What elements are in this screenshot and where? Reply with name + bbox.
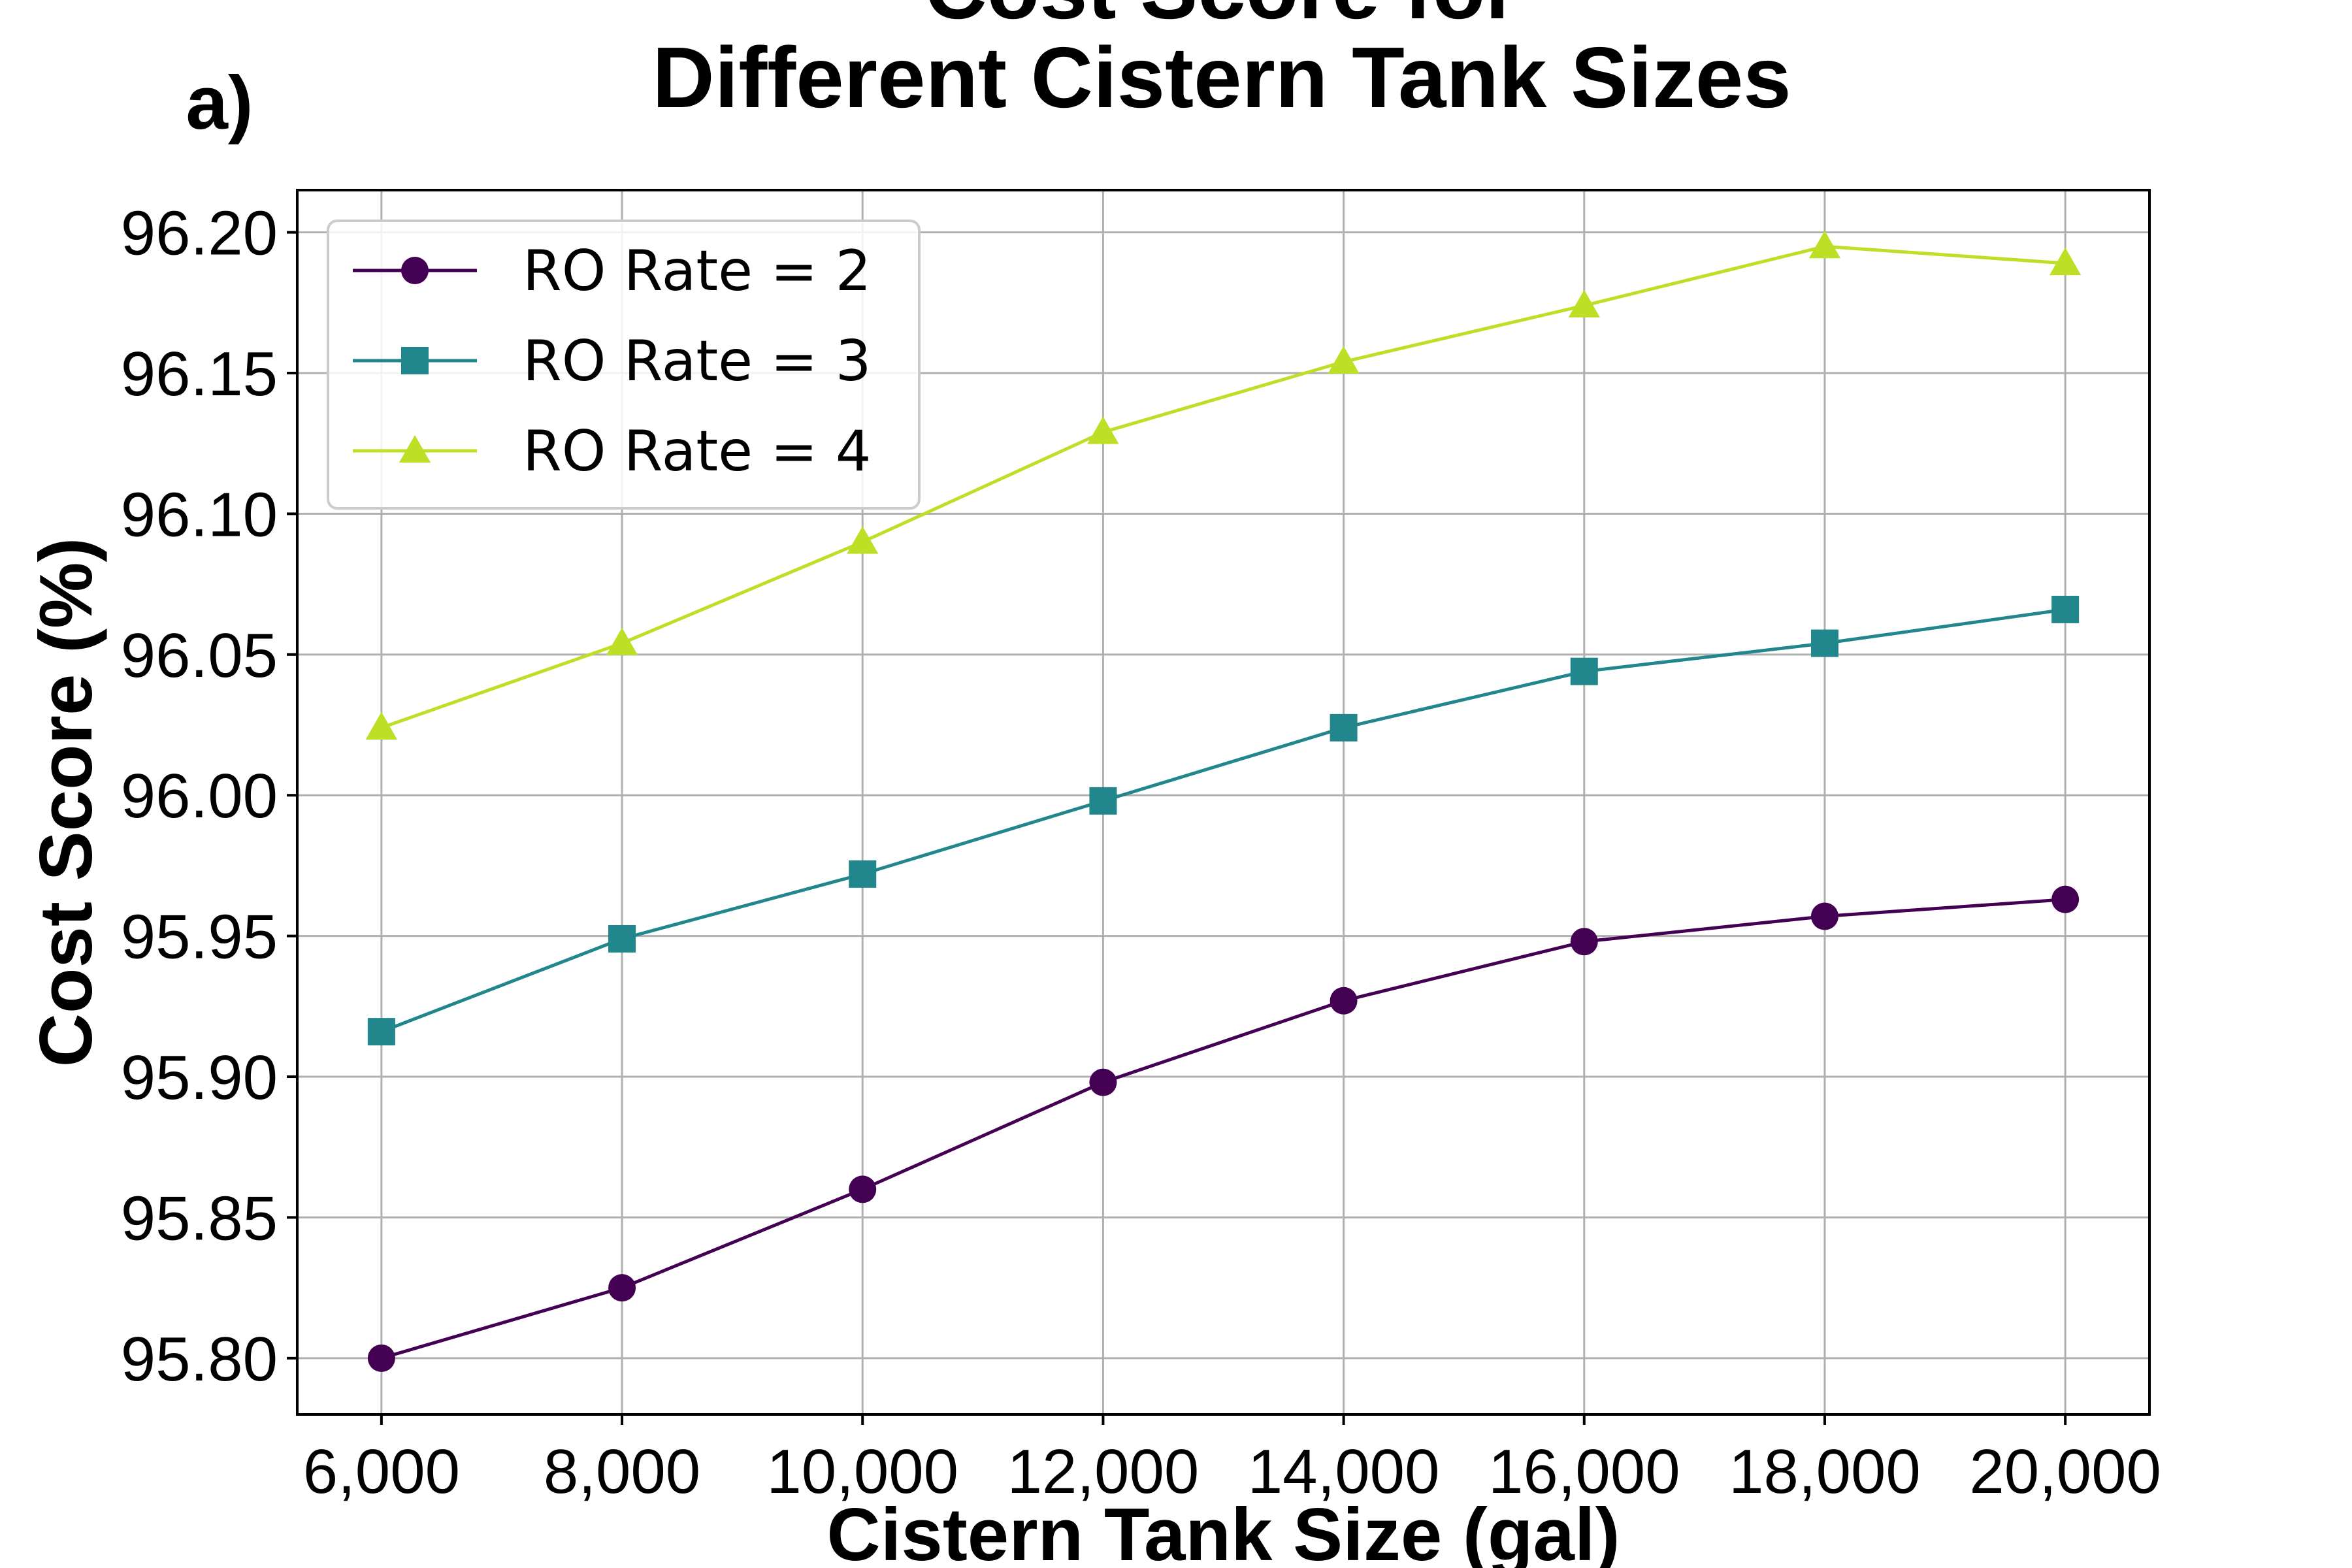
- series-3: [365, 231, 2082, 740]
- y-tick-label: 96.00: [121, 761, 278, 831]
- data-point: [367, 1344, 395, 1372]
- x-tick-label: 18,000: [1729, 1437, 1921, 1507]
- series-line: [381, 244, 2066, 730]
- legend-label: RO Rate = 2: [523, 238, 871, 304]
- data-point: [849, 1175, 877, 1203]
- data-point: [608, 1274, 636, 1302]
- legend-marker: [399, 434, 431, 463]
- data-point: [1810, 902, 1838, 930]
- series-2: [367, 595, 2080, 1046]
- x-axis-ticks: 6,000 8,000 10,000 12,000 14,000 16,000 18,000…: [303, 1414, 2161, 1507]
- plot-area-frame: [296, 189, 2151, 1416]
- y-tick-label: 95.95: [121, 902, 278, 972]
- legend-box: [327, 220, 921, 510]
- data-point: [367, 1018, 395, 1046]
- data-point: [2051, 595, 2080, 623]
- legend-item: RO Rate = 4: [353, 419, 871, 484]
- legend-item: RO Rate = 3: [353, 329, 871, 394]
- x-tick-label: 20,000: [1969, 1437, 2161, 1507]
- legend: RO Rate = 2 RO Rate = 3 RO Rate = 4: [327, 220, 921, 510]
- legend-label: RO Rate = 3: [523, 329, 871, 394]
- series-layer: [365, 231, 2082, 1372]
- data-point: [1330, 713, 1358, 742]
- x-tick-label: 8,000: [544, 1437, 700, 1507]
- x-tick-label: 6,000: [303, 1437, 460, 1507]
- data-point: [1568, 289, 1600, 318]
- y-tick-label: 96.20: [121, 199, 278, 269]
- data-point: [1328, 346, 1360, 374]
- data-point: [365, 711, 398, 740]
- data-point: [1810, 629, 1838, 657]
- data-point: [2051, 885, 2080, 913]
- chart-title: Cost Score forDifferent Cistern Tank Siz…: [652, 0, 1791, 125]
- x-tick-label: 16,000: [1488, 1437, 1680, 1507]
- x-tick-label: 12,000: [1007, 1437, 1200, 1507]
- data-point: [849, 860, 877, 888]
- data-point: [847, 526, 879, 554]
- chart-title-line: Cost Score for: [924, 0, 1519, 37]
- y-axis-label: Cost Score (%): [25, 538, 108, 1068]
- data-point: [1330, 987, 1358, 1015]
- legend-marker: [401, 347, 429, 374]
- legend-marker: [401, 257, 429, 284]
- y-tick-label: 95.85: [121, 1183, 278, 1253]
- data-point: [1087, 416, 1119, 444]
- y-tick-label: 96.10: [121, 480, 278, 549]
- series-line: [380, 608, 2066, 1034]
- y-tick-label: 96.05: [121, 621, 278, 691]
- data-point: [2049, 247, 2082, 276]
- series-1: [367, 885, 2080, 1372]
- y-tick-label: 95.90: [121, 1043, 278, 1113]
- data-point: [608, 924, 636, 953]
- data-point: [1808, 231, 1841, 259]
- legend-label: RO Rate = 4: [523, 419, 871, 484]
- x-tick-label: 14,000: [1248, 1437, 1440, 1507]
- data-point: [1089, 1068, 1117, 1096]
- data-point: [606, 627, 638, 655]
- legend-item: RO Rate = 2: [353, 238, 871, 304]
- panel-label: a): [186, 60, 253, 145]
- data-point: [1570, 657, 1598, 685]
- y-axis-ticks: 95.80 95.85 95.90 95.95 96.00 96.05 96.10 96.15…: [121, 199, 297, 1394]
- y-tick-label: 95.80: [121, 1324, 278, 1394]
- y-tick-label: 96.15: [121, 339, 278, 409]
- data-point: [1570, 928, 1598, 956]
- chart-title-line: Different Cistern Tank Sizes: [652, 29, 1791, 125]
- series-line: [381, 898, 2066, 1360]
- data-point: [1089, 787, 1117, 815]
- x-tick-label: 10,000: [766, 1437, 958, 1507]
- x-axis-label: Cistern Tank Size (gal): [826, 1494, 1620, 1568]
